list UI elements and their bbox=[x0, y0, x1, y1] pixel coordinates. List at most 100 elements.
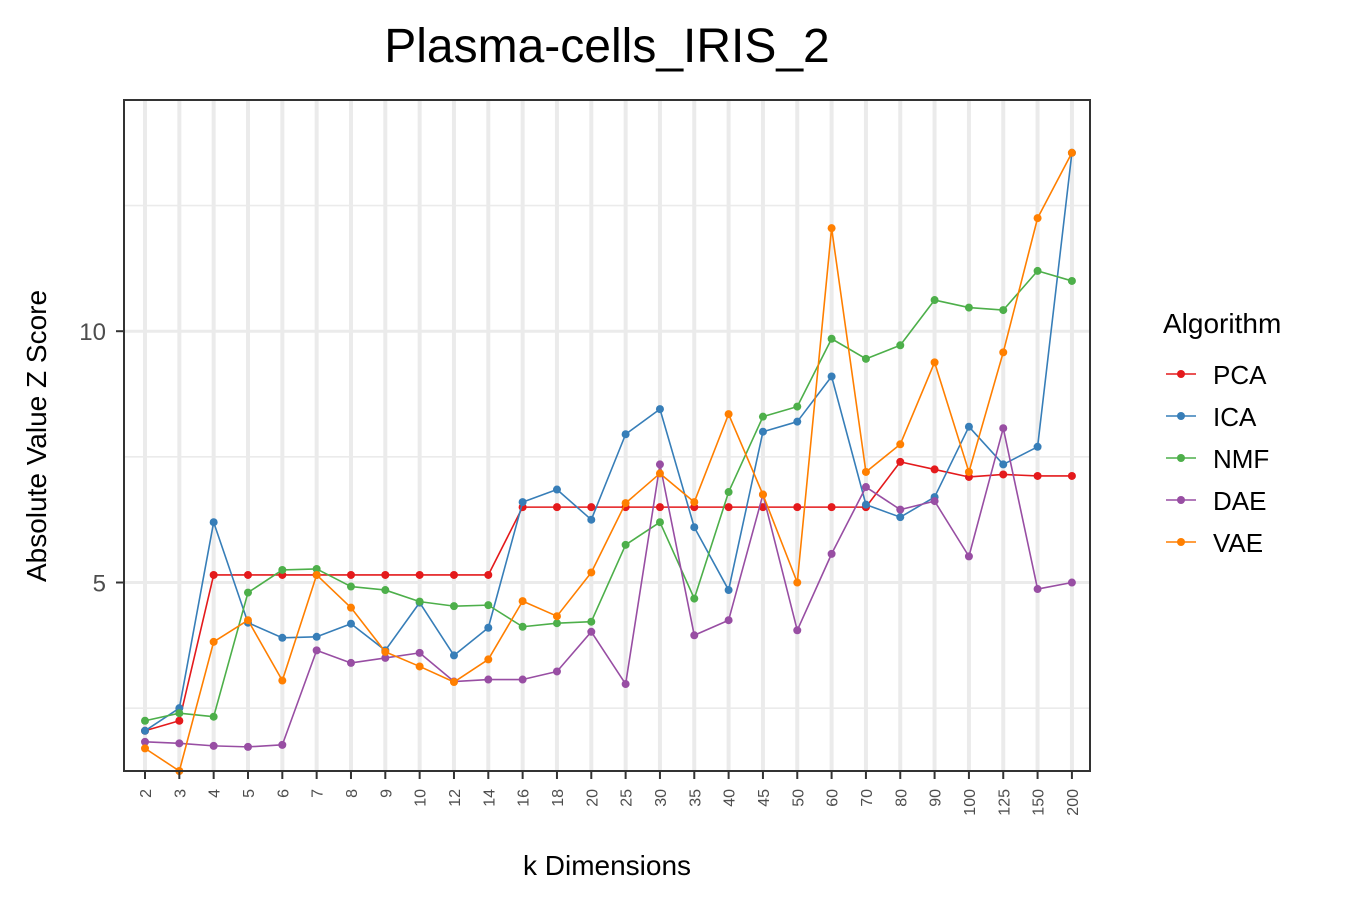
data-point bbox=[415, 570, 424, 579]
data-point bbox=[724, 488, 733, 497]
x-tick-label: 200 bbox=[1065, 789, 1082, 816]
data-point bbox=[861, 467, 870, 476]
x-tick-label: 16 bbox=[516, 789, 533, 807]
data-point bbox=[381, 586, 390, 595]
legend-item-dae: DAE bbox=[1166, 486, 1266, 516]
data-point bbox=[346, 570, 355, 579]
x-tick-label: 20 bbox=[584, 789, 601, 807]
data-point bbox=[1033, 266, 1042, 275]
data-point bbox=[312, 646, 321, 655]
data-point bbox=[587, 627, 596, 636]
legend-label: NMF bbox=[1213, 444, 1269, 474]
data-point bbox=[827, 224, 836, 233]
x-tick-label: 125 bbox=[996, 789, 1013, 816]
plot-border bbox=[123, 99, 1091, 772]
x-tick-label: 70 bbox=[859, 789, 876, 807]
data-point bbox=[690, 631, 699, 640]
data-point bbox=[449, 570, 458, 579]
y-tick-label: 5 bbox=[93, 571, 106, 598]
data-point bbox=[930, 296, 939, 305]
gridlines bbox=[124, 100, 1090, 771]
data-point bbox=[518, 622, 527, 631]
data-point bbox=[278, 740, 287, 749]
data-point bbox=[896, 505, 905, 514]
data-point bbox=[690, 498, 699, 507]
data-point bbox=[552, 485, 561, 494]
data-point bbox=[141, 737, 149, 746]
legend-label: VAE bbox=[1213, 528, 1263, 558]
data-point bbox=[793, 626, 802, 635]
data-point bbox=[827, 549, 836, 558]
x-tick-label: 10 bbox=[413, 789, 430, 807]
data-point bbox=[1067, 471, 1076, 480]
y-axis-title: Absolute Value Z Score bbox=[21, 290, 52, 582]
data-point bbox=[518, 675, 527, 684]
x-tick-label: 6 bbox=[275, 789, 292, 798]
data-point bbox=[999, 460, 1008, 469]
data-point bbox=[518, 597, 527, 606]
legend-label: ICA bbox=[1213, 402, 1257, 432]
data-point bbox=[278, 565, 287, 574]
data-point bbox=[724, 586, 733, 595]
data-point bbox=[141, 744, 149, 753]
x-tick-label: 90 bbox=[928, 789, 945, 807]
data-point bbox=[964, 552, 973, 561]
legend: Algorithm PCA ICA NMF DAE VAE bbox=[1163, 308, 1281, 558]
data-point bbox=[278, 676, 287, 685]
data-point bbox=[552, 667, 561, 676]
data-point bbox=[243, 570, 252, 579]
series-line bbox=[144, 461, 1072, 732]
data-point bbox=[758, 427, 767, 436]
data-point bbox=[1067, 578, 1076, 587]
x-axis: 2 3 4 5 6 7 8 9 10 12 14 16 18 20 25 30 35 40 45 50 60 70 80 90… bbox=[138, 771, 1082, 816]
plot-background bbox=[124, 100, 1090, 771]
x-tick-label: 18 bbox=[550, 789, 567, 807]
data-point bbox=[449, 651, 458, 660]
data-point bbox=[449, 602, 458, 611]
x-tick-label: 4 bbox=[207, 789, 224, 798]
data-point bbox=[621, 499, 630, 508]
chart-title: Plasma-cells_IRIS_2 bbox=[384, 20, 830, 73]
data-point bbox=[999, 470, 1008, 479]
legend-marker bbox=[1177, 412, 1185, 420]
series-line bbox=[144, 427, 1073, 748]
x-tick-label: 30 bbox=[653, 789, 670, 807]
x-tick-label: 5 bbox=[241, 789, 258, 798]
data-point bbox=[1033, 214, 1042, 223]
data-point bbox=[861, 483, 870, 492]
series-nmf bbox=[141, 266, 1076, 725]
data-point bbox=[484, 675, 493, 684]
data-point bbox=[793, 417, 802, 426]
data-point bbox=[930, 358, 939, 367]
data-point bbox=[827, 503, 836, 512]
data-point bbox=[724, 503, 733, 512]
data-point bbox=[381, 647, 390, 656]
data-point bbox=[724, 410, 733, 419]
data-point bbox=[1033, 471, 1042, 480]
data-point bbox=[484, 570, 493, 579]
x-tick-label: 14 bbox=[481, 789, 498, 807]
data-point bbox=[552, 503, 561, 512]
data-point bbox=[449, 678, 458, 687]
data-point bbox=[175, 709, 184, 718]
data-point bbox=[243, 616, 252, 625]
legend-item-pca: PCA bbox=[1166, 360, 1267, 390]
data-point bbox=[346, 658, 355, 667]
data-point bbox=[381, 653, 390, 662]
data-point bbox=[724, 616, 733, 625]
x-tick-label: 150 bbox=[1031, 789, 1048, 816]
data-point bbox=[758, 412, 767, 421]
data-point bbox=[793, 402, 802, 411]
data-point bbox=[381, 570, 390, 579]
x-tick-label: 50 bbox=[790, 789, 807, 807]
data-point bbox=[655, 460, 664, 469]
x-tick-label: 9 bbox=[378, 789, 395, 798]
data-point bbox=[415, 648, 424, 657]
plot-area bbox=[123, 99, 1091, 775]
data-point bbox=[758, 490, 767, 499]
data-point bbox=[587, 503, 596, 512]
data-point bbox=[1033, 585, 1042, 594]
data-point bbox=[209, 637, 218, 646]
data-point bbox=[346, 619, 355, 628]
